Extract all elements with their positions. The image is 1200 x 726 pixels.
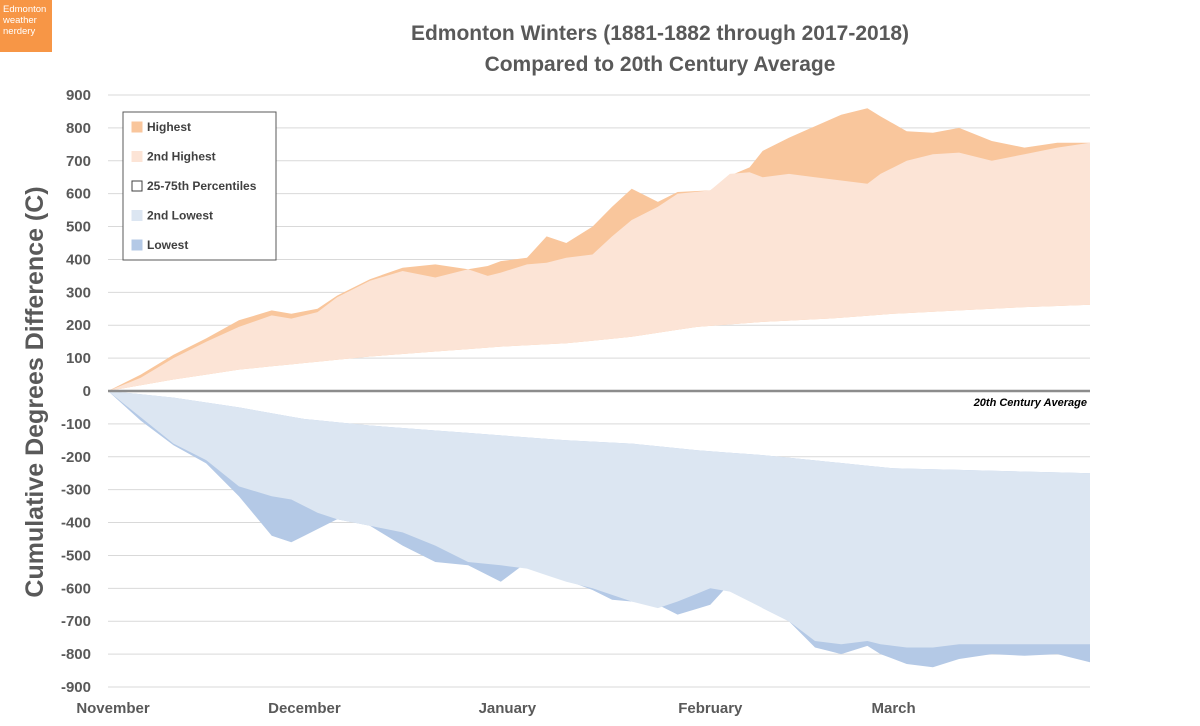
y-tick-label: 700 <box>66 153 91 170</box>
edmonton-weather-nerdery-badge: Edmonton weather nerdery <box>0 0 52 52</box>
y-tick-label: -700 <box>61 613 91 630</box>
y-tick-label: -100 <box>61 416 91 433</box>
legend-label: 2nd Lowest <box>147 209 213 223</box>
y-tick-label: -500 <box>61 547 91 564</box>
y-tick-label: 0 <box>83 383 91 400</box>
x-tick-label: March <box>872 700 916 717</box>
legend-swatch <box>131 151 143 162</box>
x-tick-label: November <box>76 700 150 717</box>
y-tick-label: 500 <box>66 219 91 236</box>
y-tick-label: 100 <box>66 350 91 367</box>
legend-label: Highest <box>147 120 191 134</box>
chart-title: Edmonton Winters (1881-1882 through 2017… <box>411 22 909 45</box>
y-tick-label: 200 <box>66 317 91 334</box>
legend-label: Lowest <box>147 238 188 252</box>
legend: Highest 2nd Highest 25-75th Percentiles 2nd… <box>122 111 277 261</box>
y-tick-label: -200 <box>61 449 91 466</box>
legend-swatch <box>131 239 143 251</box>
legend-box <box>122 111 277 261</box>
badge-line: nerdery <box>3 26 36 37</box>
y-tick-label: 300 <box>66 284 91 301</box>
badge-line: Edmonton <box>3 4 47 15</box>
legend-swatch <box>131 210 143 221</box>
y-tick-label: 600 <box>66 186 91 203</box>
series-areas <box>108 108 1090 668</box>
y-tick-label: -900 <box>61 679 91 696</box>
x-tick-label: February <box>678 700 743 717</box>
legend-swatch <box>131 180 143 192</box>
legend-label: 2nd Highest <box>147 150 216 164</box>
y-tick-label: -600 <box>61 580 91 597</box>
zero-line-label: 20th Century Average <box>973 397 1087 409</box>
y-tick-label: 900 <box>66 87 91 104</box>
y-tick-label: 800 <box>66 120 91 137</box>
x-tick-label: January <box>479 700 537 717</box>
y-tick-label: -400 <box>61 515 91 532</box>
x-tick-label: December <box>268 700 341 717</box>
second-highest-area <box>108 142 1090 391</box>
y-axis-label: Cumulative Degrees Difference (C) <box>21 186 49 597</box>
legend-swatch <box>131 121 143 133</box>
legend-label: 25-75th Percentiles <box>147 179 257 193</box>
y-tick-label: -800 <box>61 646 91 663</box>
y-tick-label: -300 <box>61 482 91 499</box>
second-lowest-area <box>108 391 1090 648</box>
badge-line: weather <box>3 15 37 26</box>
axes: 900 800 700 600 500 400 300 200 100 0 -100 -200 -300… <box>61 87 1090 717</box>
chart-subtitle: Compared to 20th Century Average <box>485 53 836 76</box>
y-tick-label: 400 <box>66 251 91 268</box>
